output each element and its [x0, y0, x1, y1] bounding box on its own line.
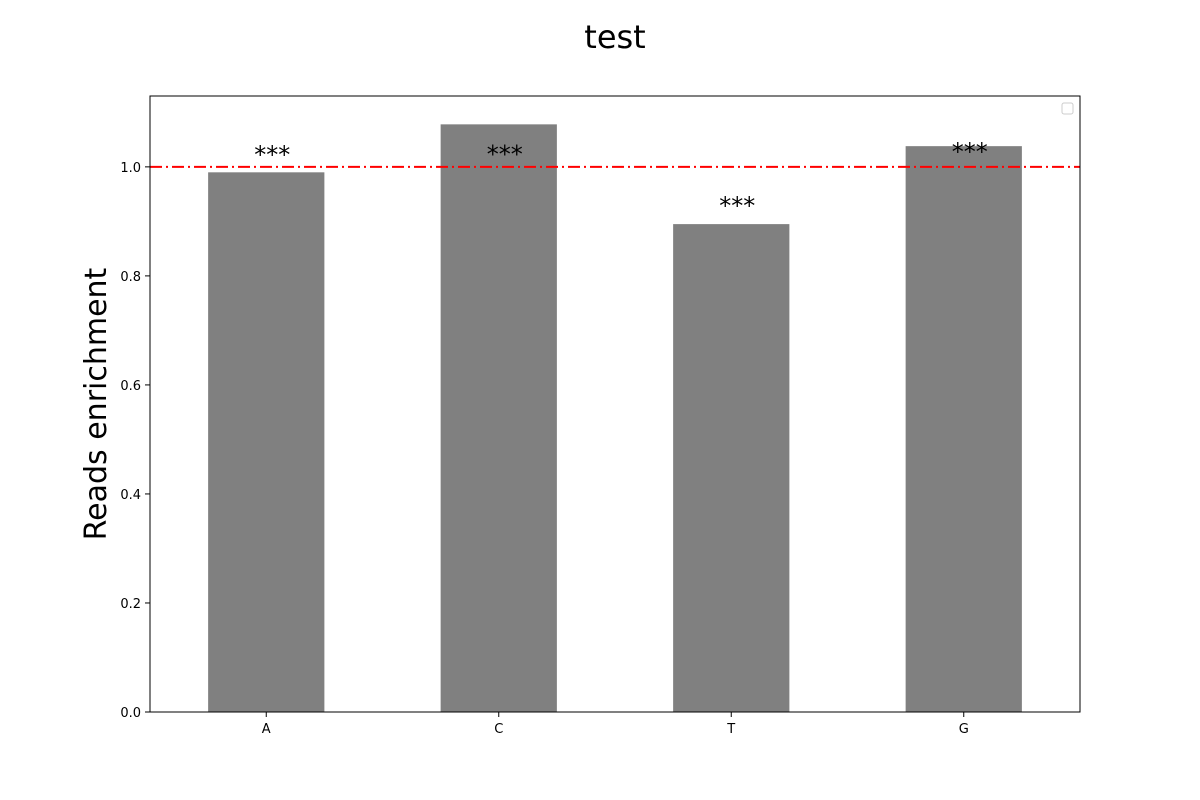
y-tick-label: 0.0: [120, 706, 141, 721]
y-tick-label: 0.2: [120, 597, 141, 612]
bar-G: [905, 146, 1022, 712]
bar-A: [208, 172, 325, 712]
significance-label-G: ***: [952, 138, 988, 166]
y-tick-label: 0.4: [120, 488, 141, 503]
bar-C: [440, 124, 557, 713]
x-tick-label: C: [494, 722, 503, 737]
axes-frame: [149, 95, 1081, 713]
significance-label-A: ***: [254, 141, 290, 169]
y-tick-label: 0.6: [120, 379, 141, 394]
significance-label-T: ***: [719, 192, 755, 220]
legend-box: [1061, 102, 1074, 115]
x-tick-label: A: [262, 722, 271, 737]
plot-area: *** *** *** *** 0.0 0.2 0.4 0.6 0.8 1.0 A C T G: [120, 95, 1081, 737]
bar-T: [673, 224, 790, 713]
chart-title: test: [584, 18, 645, 56]
y-axis-label: Reads enrichment: [79, 267, 114, 540]
y-tick-label: 0.8: [120, 270, 141, 285]
x-tick-label: G: [959, 722, 969, 737]
x-tick-label: T: [726, 722, 735, 737]
significance-label-C: ***: [487, 140, 523, 168]
y-tick-label: 1.0: [120, 161, 141, 176]
